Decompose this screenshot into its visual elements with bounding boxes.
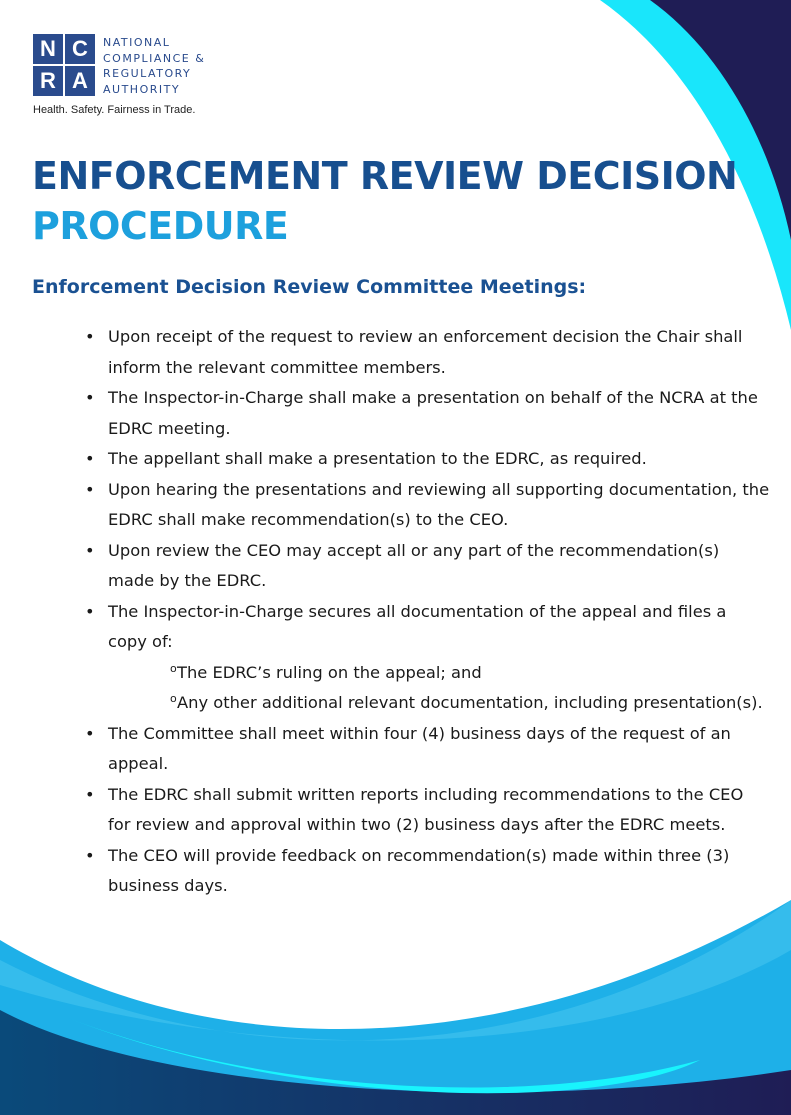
logo-mark: N C R A	[33, 34, 95, 96]
list-item: • Upon review the CEO may accept all or a…	[80, 536, 770, 597]
list-item: • The Inspector-in-Charge shall make a pr…	[80, 383, 770, 444]
bullet-icon: •	[85, 449, 95, 468]
logo-name-line: COMPLIANCE &	[103, 51, 206, 65]
list-item-text: The EDRC’s ruling on the appeal; and	[177, 662, 482, 682]
bullet-icon: •	[85, 479, 95, 499]
bullet-icon: •	[85, 601, 95, 621]
list-item-text: Any other additional relevant documentat…	[177, 693, 763, 712]
list-item-text: The EDRC shall submit written reports in…	[108, 784, 744, 835]
list-item-text: Upon hearing the presentations and revie…	[108, 479, 770, 530]
list-item: • The EDRC shall submit written reports i…	[80, 780, 770, 841]
sub-list-item: o The EDRC’s ruling on the appeal; and	[80, 658, 770, 689]
bullet-icon: •	[85, 327, 95, 346]
logo-letter: R	[33, 66, 63, 96]
document-title-line2: PROCEDURE	[32, 204, 289, 248]
logo-letter: A	[65, 66, 95, 96]
list-item: • Upon receipt of the request to review a…	[80, 322, 770, 383]
logo-name-line: AUTHORITY	[103, 82, 181, 96]
document-title: ENFORCEMENT REVIEW DECISION	[32, 154, 738, 198]
logo-name: NATIONAL COMPLIANCE & REGULATORY AUTHORI…	[103, 35, 205, 97]
procedure-list: • Upon receipt of the request to review a…	[80, 322, 770, 902]
list-item: • Upon hearing the presentations and revi…	[80, 475, 770, 536]
bullet-icon: •	[85, 540, 95, 560]
section-heading: Enforcement Decision Review Committee Me…	[32, 276, 587, 298]
logo-letter: N	[33, 34, 63, 64]
sub-list-item: o Any other additional relevant documenta…	[80, 688, 770, 719]
list-item-text: The CEO will provide feedback on recomme…	[108, 845, 730, 896]
bullet-icon: •	[85, 723, 95, 743]
list-item-text: The appellant shall make a presentation …	[108, 449, 647, 468]
list-item-text: Upon review the CEO may accept all or an…	[108, 540, 720, 591]
ncra-logo: N C R A NATIONAL COMPLIANCE & REGULATORY…	[33, 34, 205, 97]
list-item-text: The Inspector-in-Charge shall make a pre…	[108, 388, 758, 438]
list-item: • The Committee shall meet within four (4…	[80, 719, 770, 780]
list-item-text: Upon receipt of the request to review an…	[108, 327, 743, 377]
circle-bullet-icon: o	[170, 661, 177, 675]
circle-bullet-icon: o	[170, 692, 177, 705]
list-item-text: The Inspector-in-Charge secures all docu…	[108, 601, 727, 652]
list-item: • The CEO will provide feedback on recomm…	[80, 841, 770, 902]
logo-letter: C	[65, 34, 95, 64]
logo-name-line: REGULATORY	[103, 67, 192, 80]
logo-tagline: Health. Safety. Fairness in Trade.	[33, 104, 196, 116]
bullet-icon: •	[85, 845, 95, 865]
logo-name-line: NATIONAL	[103, 36, 171, 49]
bullet-icon: •	[85, 388, 95, 407]
list-item-text: The Committee shall meet within four (4)…	[108, 723, 731, 774]
list-item: • The appellant shall make a presentation…	[80, 444, 770, 475]
bullet-icon: •	[85, 784, 95, 804]
list-item: • The Inspector-in-Charge secures all doc…	[80, 597, 770, 658]
